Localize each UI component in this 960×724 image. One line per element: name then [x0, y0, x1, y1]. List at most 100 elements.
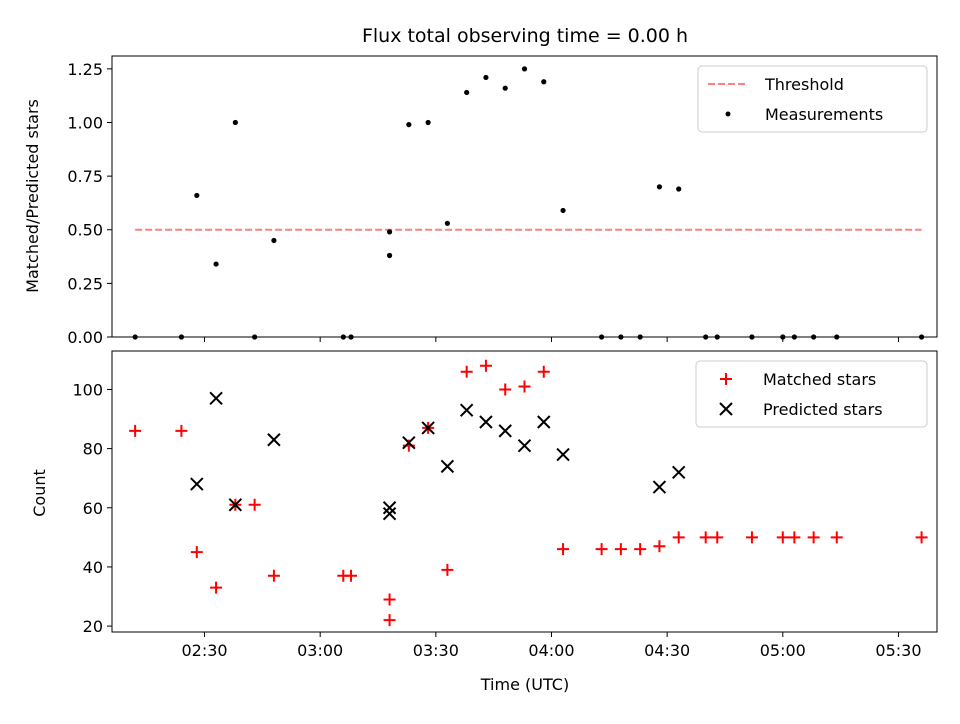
measurement-point: [386, 229, 393, 235]
matched-star-point: [537, 365, 550, 378]
x-tick-label: 04:30: [644, 641, 690, 660]
bottom-legend: Matched stars Predicted stars: [695, 360, 928, 428]
matched-star-point: [479, 359, 492, 372]
bottom-y-axis-label: Count: [30, 469, 49, 517]
predicted-star-point: [671, 465, 686, 479]
matched-star-point: [699, 531, 712, 544]
matched-star-point: [129, 424, 142, 437]
matched-star-point: [776, 531, 789, 544]
y-tick-label: 40: [83, 558, 103, 577]
y-tick-label: 0.25: [67, 274, 103, 293]
matched-star-point: [807, 531, 820, 544]
top-panel: Matched/Predicted stars 0.00 0.25 0.50 0.75…: [23, 55, 938, 347]
matched-star-point: [595, 543, 608, 556]
measurement-point: [425, 119, 431, 126]
chart-title: Flux total observing time = 0.00 h: [362, 25, 688, 47]
matched-star-point: [711, 531, 724, 544]
measurement-point: [406, 122, 412, 128]
measurement-point: [676, 186, 682, 192]
predicted-star-point: [537, 415, 551, 429]
y-tick-label: 100: [72, 380, 103, 399]
legend-threshold-label: Threshold: [764, 75, 844, 94]
matched-star-point: [499, 383, 512, 396]
measurement-point: [560, 207, 566, 214]
x-tick-label: 03:30: [413, 641, 459, 660]
predicted-star-point: [459, 403, 474, 417]
x-tick-label: 02:30: [181, 641, 227, 660]
matched-star-point: [441, 563, 454, 576]
measurement-point: [541, 79, 547, 85]
measurement-point: [521, 66, 528, 72]
top-legend-frame: [697, 65, 928, 133]
matched-star-point: [614, 543, 627, 556]
predicted-star-point: [190, 477, 204, 491]
predicted-star-point: [517, 438, 532, 453]
matched-star-point: [383, 593, 396, 606]
matched-star-point: [210, 581, 223, 594]
predicted-star-point: [382, 506, 397, 521]
matched-star-point: [267, 569, 280, 582]
predicted-star-point: [267, 433, 281, 447]
matched-star-point: [175, 424, 188, 437]
predicted-star-point: [402, 435, 416, 450]
measurement-point: [464, 89, 470, 96]
legend-measurements-label: Measurements: [765, 105, 883, 124]
matched-star-point: [190, 546, 203, 559]
y-tick-label: 20: [83, 617, 103, 636]
predicted-star-point: [440, 459, 455, 474]
predicted-star-point: [382, 501, 397, 515]
x-tick-label: 04:00: [528, 641, 574, 660]
y-tick-label: 1.25: [67, 60, 103, 79]
matched-star-point: [383, 614, 396, 627]
matched-star-point: [788, 531, 801, 544]
predicted-star-point: [556, 447, 570, 462]
plot-frame: [111, 55, 938, 338]
y-tick-label: 0.75: [67, 167, 103, 186]
x-axis-label: Time (UTC): [480, 675, 569, 694]
matched-star-point: [830, 531, 843, 544]
measurement-point: [386, 252, 393, 259]
top-legend: Threshold Measurements: [697, 65, 928, 133]
bottom-panel: Count Time (UTC) 20 40 60 80 100 02:30 03:00 03…: [30, 350, 938, 694]
y-tick-label: 0.00: [67, 328, 103, 347]
matched-star-point: [653, 540, 666, 553]
measurement-point: [232, 119, 238, 126]
predicted-star-point: [652, 480, 667, 494]
predicted-star-point: [479, 415, 493, 429]
x-tick-label: 05:30: [875, 641, 921, 660]
measurement-point: [194, 192, 200, 199]
measurement-point: [444, 220, 450, 226]
matched-star-point: [745, 531, 758, 544]
legend-matched-label: Matched stars: [763, 370, 876, 389]
measurement-point: [213, 261, 219, 267]
measurement-point: [483, 74, 489, 81]
legend-predicted-swatch: [719, 402, 733, 416]
legend-measurements-swatch: [725, 111, 731, 117]
x-tick-label: 05:00: [760, 641, 806, 660]
matched-star-point: [345, 569, 358, 582]
matched-star-point: [460, 365, 473, 378]
matched-star-point: [634, 543, 647, 556]
legend-predicted-label: Predicted stars: [763, 400, 883, 419]
legend-matched-swatch: [720, 373, 732, 385]
predicted-star-point: [498, 424, 512, 438]
y-tick-label: 0.50: [67, 221, 103, 240]
y-tick-label: 80: [83, 440, 103, 459]
measurement-point: [656, 184, 663, 190]
matched-star-point: [672, 531, 685, 544]
plot-frame: [111, 350, 938, 633]
predicted-star-point: [228, 498, 243, 512]
matched-star-point: [557, 543, 570, 556]
x-tick-label: 03:00: [297, 641, 343, 660]
measurement-point: [271, 237, 277, 244]
bottom-legend-frame: [695, 360, 928, 428]
y-tick-label: 1.00: [67, 113, 103, 132]
y-tick-label: 60: [83, 499, 103, 518]
predicted-star-point: [209, 391, 223, 406]
predicted-star-point: [421, 421, 435, 435]
top-y-axis-label: Matched/Predicted stars: [23, 99, 42, 293]
matched-star-point: [915, 531, 928, 544]
matched-star-point: [248, 498, 261, 511]
measurement-point: [502, 85, 508, 91]
